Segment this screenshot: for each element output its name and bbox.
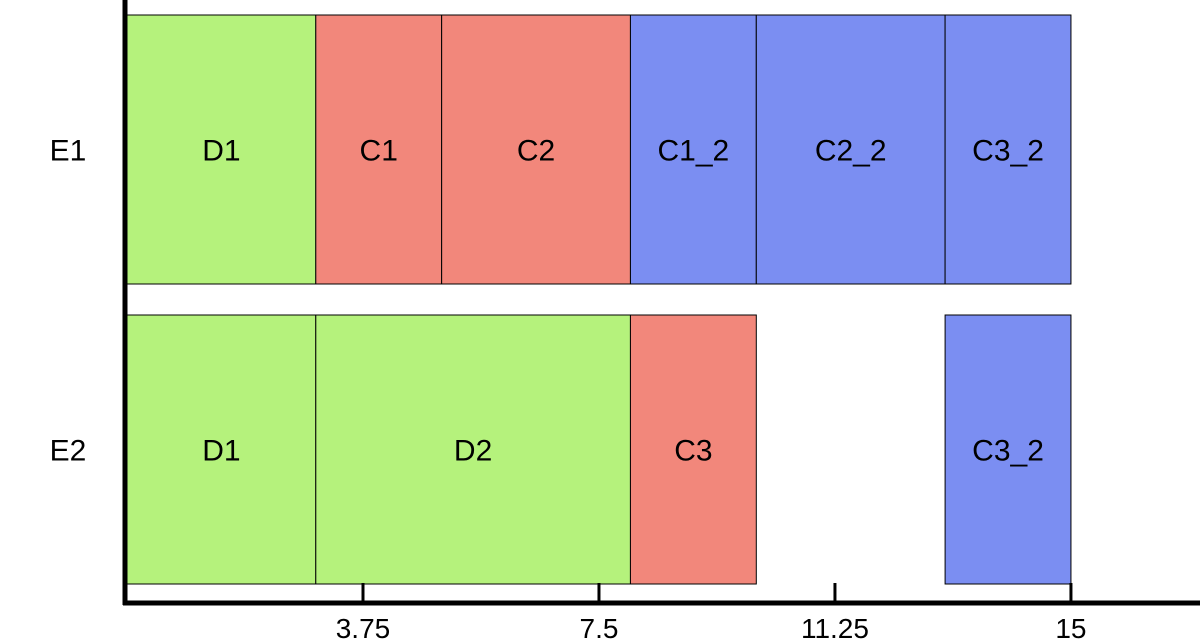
bar-e1-d1 [126, 14, 317, 285]
bar-e2-c3-2 [944, 314, 1072, 585]
bar-e2-d1 [126, 314, 317, 585]
bar-e1-c1-2 [629, 14, 757, 285]
row-label-e2: E2 [50, 435, 87, 468]
bar-label-e1-d1: D1 [202, 135, 240, 168]
bar-label-e1-c3-2: C3_2 [972, 135, 1044, 168]
bar-label-e1-c2: C2 [517, 135, 555, 168]
bar-label-e2-d2: D2 [454, 435, 492, 468]
x-tick-label-0: 3.75 [336, 613, 391, 640]
row-label-e1: E1 [50, 135, 87, 168]
bar-e1-c1 [315, 14, 443, 285]
bar-label-e2-c3-2: C3_2 [972, 435, 1044, 468]
bar-e1-c2 [441, 14, 631, 285]
bar-e2-c3 [629, 314, 757, 585]
row-labels-layer: E1 E2 [50, 135, 87, 468]
bar-e2-d2 [315, 314, 631, 585]
axis-layer: 3.75 7.5 11.25 15 [122, 0, 1200, 640]
bar-e1-c3-2 [944, 14, 1072, 285]
bar-label-e2-d1: D1 [202, 435, 240, 468]
bar-e1-c2-2 [755, 14, 946, 285]
bar-label-e1-c1: C1 [360, 135, 398, 168]
bars-layer: D1 C1 C2 C1_2 C2_2 C3_2 D1 D2 C3 C3_2 [126, 14, 1072, 585]
bar-label-e2-c3: C3 [674, 435, 712, 468]
bar-label-e1-c1-2: C1_2 [658, 135, 730, 168]
bar-label-e1-c2-2: C2_2 [815, 135, 887, 168]
x-tick-label-3: 15 [1055, 613, 1086, 640]
x-tick-label-2: 11.25 [801, 613, 869, 640]
x-tick-label-1: 7.5 [580, 613, 619, 640]
